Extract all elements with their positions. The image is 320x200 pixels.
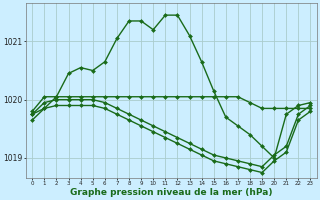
- X-axis label: Graphe pression niveau de la mer (hPa): Graphe pression niveau de la mer (hPa): [70, 188, 273, 197]
